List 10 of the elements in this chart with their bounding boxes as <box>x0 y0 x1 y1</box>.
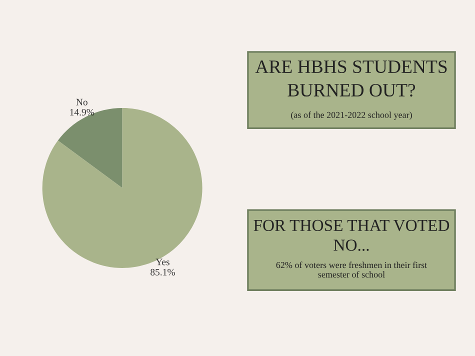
text: FOR THOSE THAT VOTED NO... <box>254 220 450 251</box>
pie-slice <box>42 108 202 268</box>
data-label: 85.1% <box>150 268 175 276</box>
text: ARE HBHS STUDENTS BURNED OUT? <box>255 60 447 97</box>
slice-label: Yes <box>156 258 170 266</box>
pie-slice <box>58 108 122 188</box>
slice-label: No <box>76 98 88 106</box>
data-label: 14.9% <box>70 108 94 116</box>
text: (as of the 2021-2022 school year) <box>291 112 412 120</box>
text: 62% of voters were freshmen in their first semester of school <box>276 262 428 278</box>
